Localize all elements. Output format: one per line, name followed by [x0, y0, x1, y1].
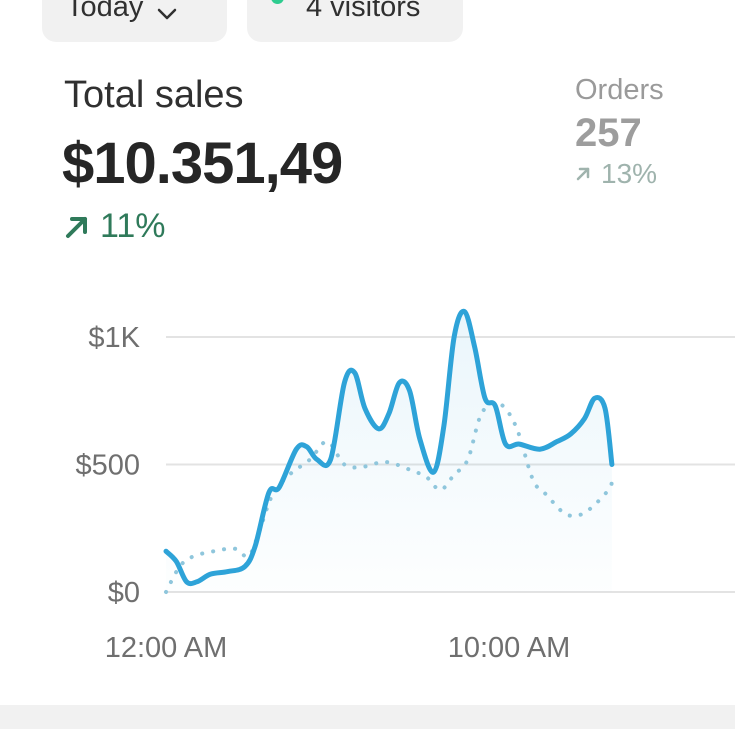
arrow-up-right-icon: [576, 167, 590, 181]
live-visitors-button[interactable]: 4 visitors: [247, 0, 463, 42]
orders-value: 257: [575, 111, 642, 155]
x-tick-label: 10:00 AM: [448, 632, 571, 664]
y-tick-label: $0: [108, 577, 140, 609]
series-area: [166, 311, 612, 592]
live-visitors-label: 4 visitors: [306, 0, 421, 23]
orders-change: 13%: [575, 158, 664, 190]
orders-metric[interactable]: Orders 257 13%: [575, 74, 664, 190]
total-sales-change-value: 11%: [100, 207, 166, 245]
bottom-bar: [0, 705, 735, 729]
live-status-dot-icon: [271, 0, 284, 4]
orders-label: Orders: [575, 74, 664, 106]
y-tick-label: $1K: [88, 322, 140, 354]
sales-line-chart: $0 $500 $1K 12:00 AM 10:00 AM: [75, 308, 735, 664]
period-filter-label: Today: [66, 0, 144, 23]
orders-change-value: 13%: [601, 158, 658, 189]
y-tick-label: $500: [75, 450, 140, 482]
total-sales-change: 11%: [64, 207, 166, 246]
total-sales-value: $10.351,49: [62, 131, 343, 196]
x-tick-label: 12:00 AM: [105, 632, 228, 664]
chevron-down-icon: [158, 8, 177, 20]
arrow-up-right-icon: [66, 216, 87, 238]
sales-series-line: [163, 308, 615, 587]
comparison-series-line: [164, 400, 614, 594]
period-filter-button[interactable]: Today: [42, 0, 227, 42]
total-sales-label: Total sales: [64, 74, 244, 116]
